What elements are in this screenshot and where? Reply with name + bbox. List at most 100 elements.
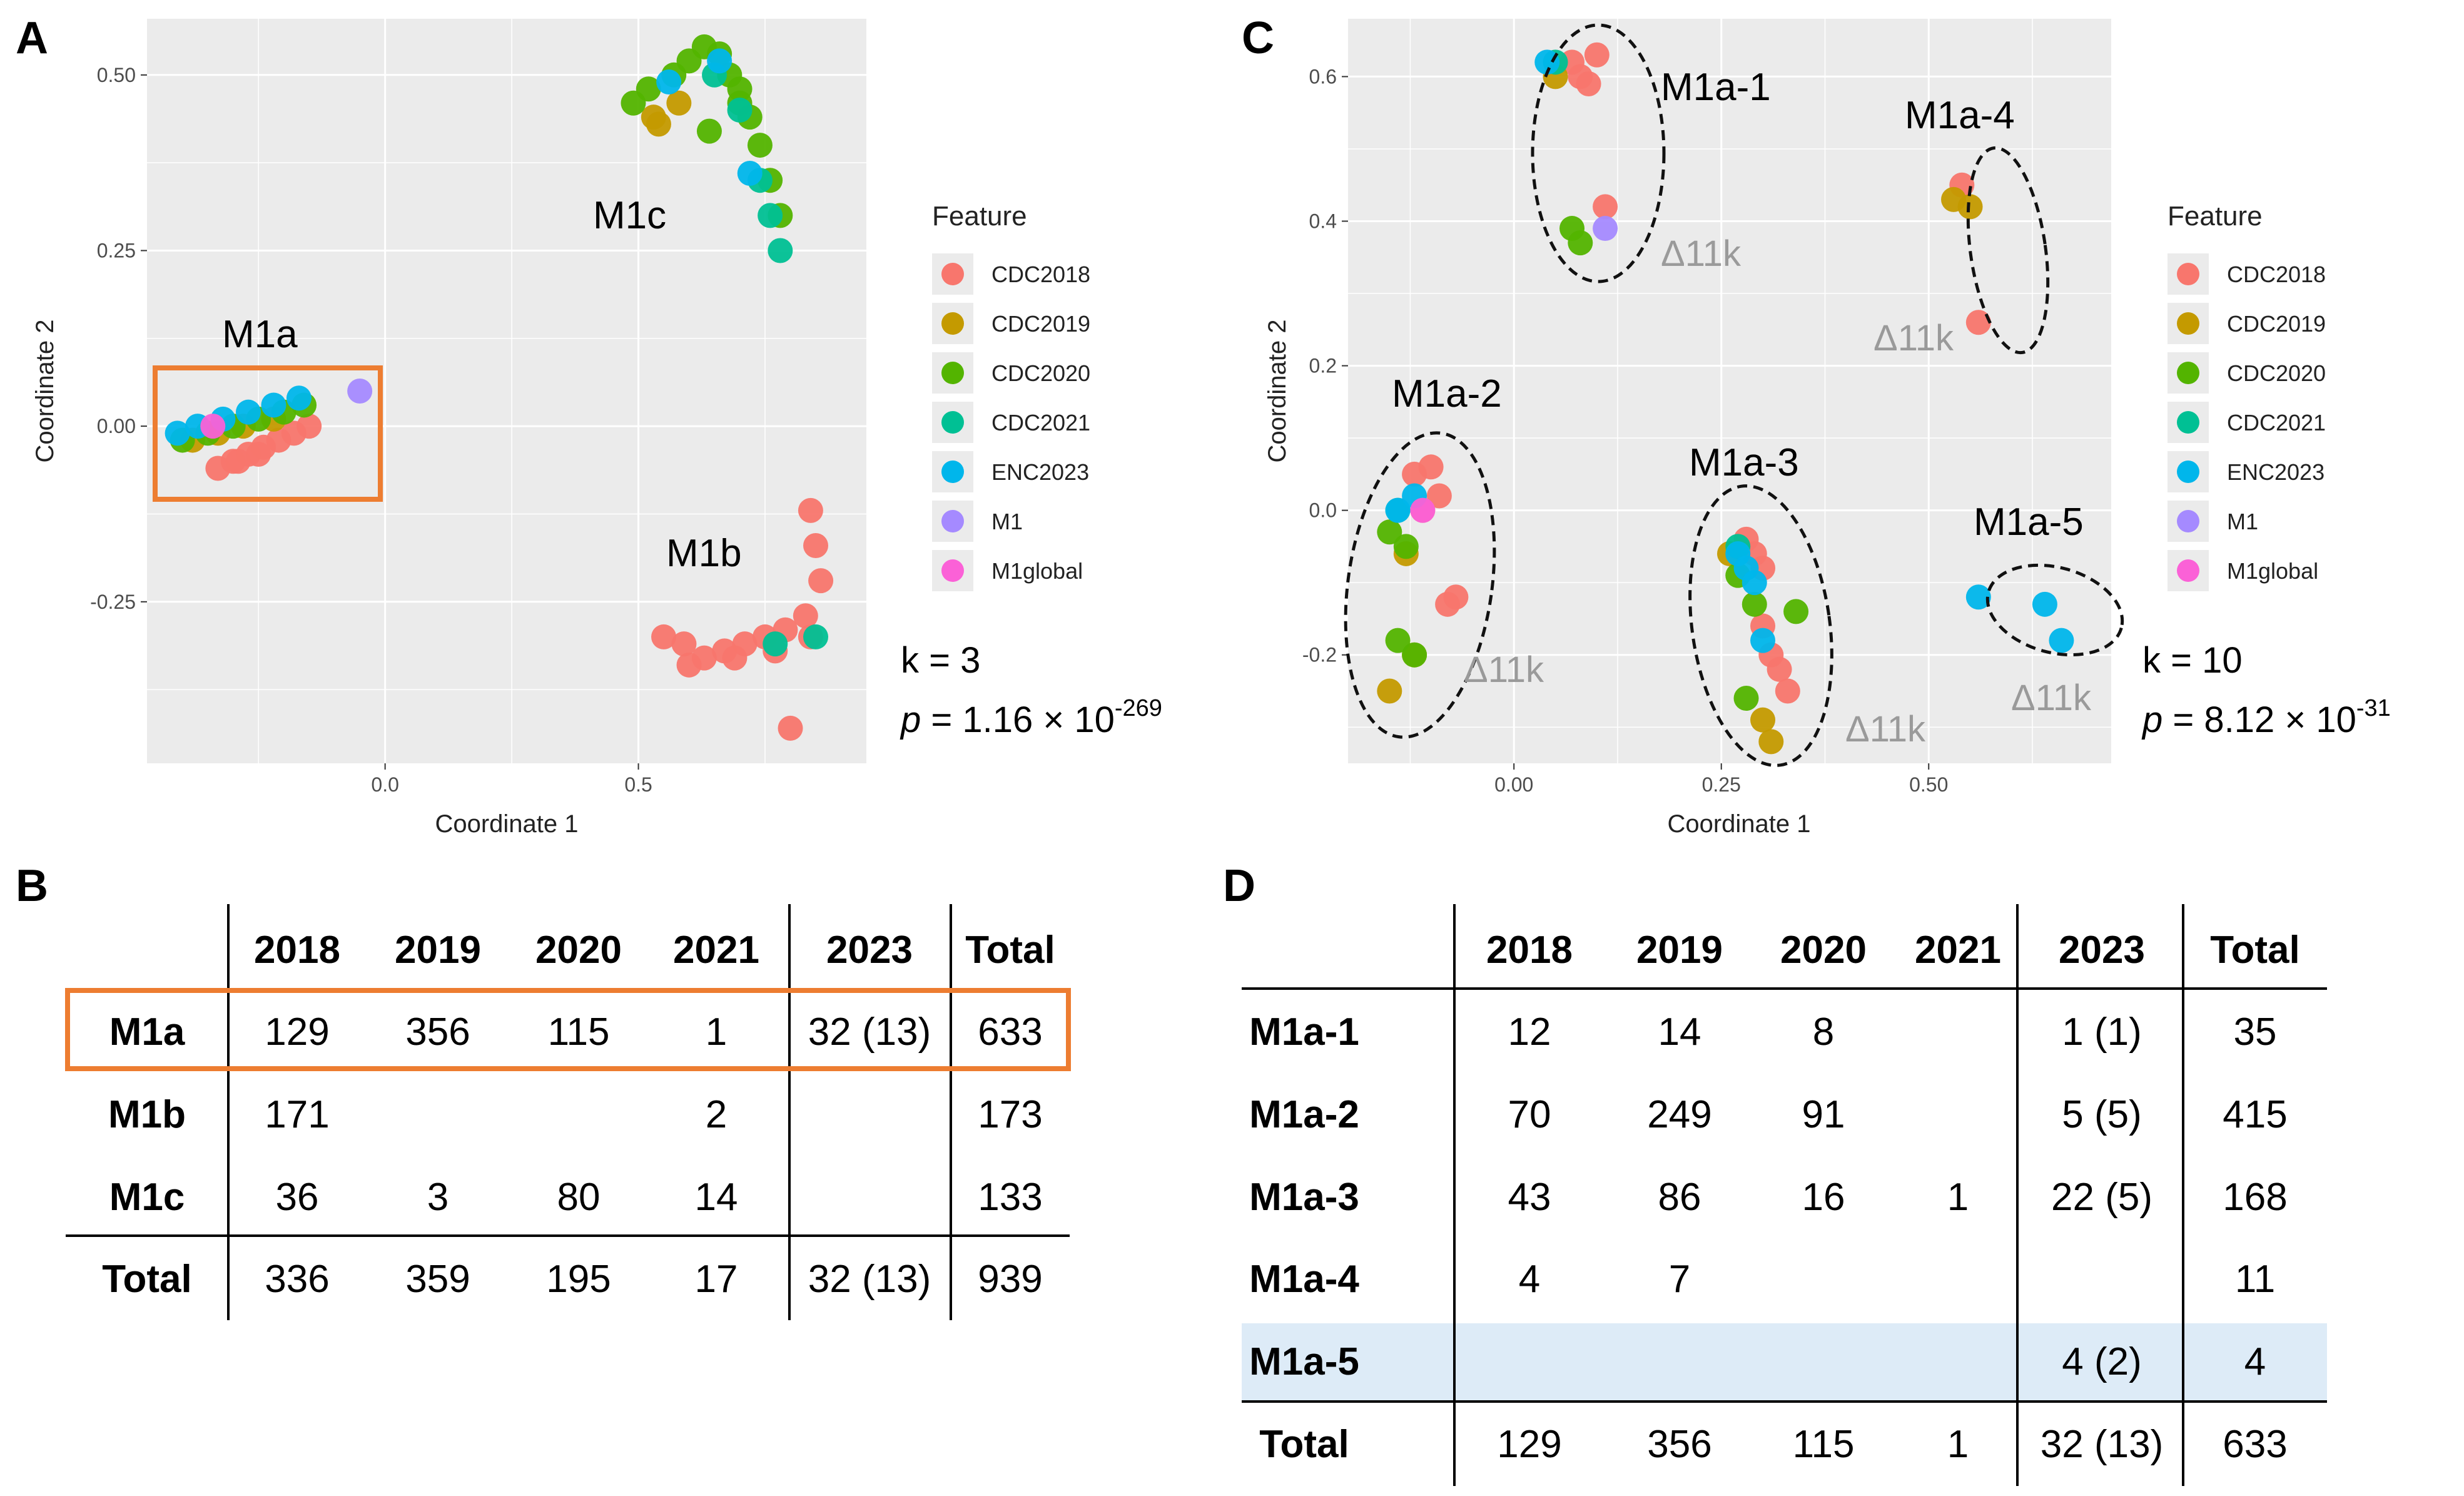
point-cdc2020 xyxy=(1377,519,1402,545)
table-header-cell: 2019 xyxy=(1636,929,1723,972)
legend-key-cdc2018 xyxy=(941,263,964,285)
x-tick-label: 0.50 xyxy=(1909,773,1948,796)
point-cdc2020 xyxy=(1385,628,1411,653)
table-cell: 3 xyxy=(427,1176,449,1219)
table-row-label: M1a-2 xyxy=(1249,1093,1359,1136)
point-enc2023 xyxy=(261,392,286,418)
table-cell: 168 xyxy=(2223,1176,2287,1219)
table-cell: 633 xyxy=(978,1010,1042,1054)
table-cell: 249 xyxy=(1647,1093,1711,1136)
delta-label-4: Δ11k xyxy=(1845,709,1926,750)
cluster-label-m1b: M1b xyxy=(666,532,742,575)
table-cell: 115 xyxy=(1793,1423,1855,1466)
table-cell: 171 xyxy=(265,1093,329,1136)
legend-label-m1: M1 xyxy=(991,509,1023,534)
table-cell: 129 xyxy=(1497,1423,1561,1466)
point-cdc2021 xyxy=(763,631,788,657)
legend-key-cdc2018 xyxy=(2177,263,2199,285)
legend-key-cdc2019 xyxy=(941,312,964,335)
cluster-label-m1a-3: M1a-3 xyxy=(1689,441,1799,484)
legend-label-cdc2020: CDC2020 xyxy=(991,360,1090,386)
panel-letter-c: C xyxy=(1242,13,1274,63)
table-cell: 32 (13) xyxy=(808,1010,931,1054)
table-row-label: M1b xyxy=(108,1093,186,1136)
point-cdc2018 xyxy=(778,715,803,741)
point-cdc2018 xyxy=(722,645,748,671)
table-cell: 43 xyxy=(1508,1176,1551,1219)
point-cdc2019 xyxy=(666,90,692,116)
plot-a-xlabel: Coordinate 1 xyxy=(435,810,578,838)
point-cdc2018 xyxy=(1767,656,1792,682)
point-cdc2018 xyxy=(1584,42,1610,68)
cluster-label-m1a: M1a xyxy=(222,313,298,356)
stat-k-c: k = 10 xyxy=(2142,640,2243,681)
legend-key-m1global xyxy=(2177,559,2199,582)
cluster-label-m1a-1: M1a-1 xyxy=(1661,66,1771,109)
table-header-cell: 2018 xyxy=(1486,929,1573,972)
delta-label-2: Δ11k xyxy=(1873,318,1954,359)
point-enc2023 xyxy=(737,160,763,186)
point-cdc2021 xyxy=(758,203,783,228)
point-cdc2019 xyxy=(1377,678,1402,704)
point-cdc2018 xyxy=(651,624,677,649)
table-header-cell: 2023 xyxy=(826,929,913,972)
table-cell: 16 xyxy=(1802,1176,1845,1219)
legend-label-m1global: M1global xyxy=(2227,558,2318,584)
point-cdc2020 xyxy=(1742,591,1767,617)
point-enc2023 xyxy=(235,399,261,425)
row-highlight xyxy=(1242,1323,2327,1402)
y-tick-label: 0.00 xyxy=(97,415,136,437)
legend-title: Feature xyxy=(932,201,1027,232)
table-cell: 32 (13) xyxy=(2041,1423,2163,1466)
table-cell: 1 xyxy=(1947,1176,1969,1219)
legend-label-cdc2021: CDC2021 xyxy=(991,410,1090,435)
x-tick-label: 0.25 xyxy=(1702,773,1741,796)
table-row-label: M1a-1 xyxy=(1249,1010,1359,1054)
point-cdc2018 xyxy=(803,532,829,558)
point-cdc2018 xyxy=(808,568,834,594)
delta-label-1: Δ11k xyxy=(1661,233,1742,274)
point-cdc2019 xyxy=(1957,194,1983,220)
point-cdc2021 xyxy=(803,624,829,649)
point-cdc2018 xyxy=(1576,71,1601,96)
table-cell: 133 xyxy=(978,1176,1042,1219)
point-cdc2018 xyxy=(225,449,251,474)
table-cell: 4 xyxy=(2244,1340,2266,1383)
table-cell: 2 xyxy=(706,1093,727,1136)
ellipse-m1a-1 xyxy=(1531,23,1666,283)
legend-label-enc2023: ENC2023 xyxy=(991,459,1089,485)
table-cell: 4 (2) xyxy=(2062,1340,2141,1383)
plot-a-grid xyxy=(147,19,866,763)
point-cdc2018 xyxy=(798,497,823,523)
legend-key-enc2023 xyxy=(941,461,964,483)
panel-letter-b: B xyxy=(16,861,48,911)
point-enc2023 xyxy=(656,69,682,95)
table-header-cell: 2021 xyxy=(1915,929,2001,972)
y-tick-label: -0.25 xyxy=(90,591,136,613)
table-cell: 17 xyxy=(695,1258,738,1301)
legend-label-enc2023: ENC2023 xyxy=(2227,459,2325,485)
x-tick-label: 0.5 xyxy=(624,773,652,796)
table-row-label: M1a-4 xyxy=(1249,1258,1359,1301)
table-header-cell: Total xyxy=(965,929,1055,972)
point-enc2023 xyxy=(1965,584,1991,610)
point-cdc2018 xyxy=(676,652,702,678)
table-header-cell: 2020 xyxy=(1780,929,1867,972)
x-tick-label: 0.0 xyxy=(371,773,398,796)
point-cdc2018 xyxy=(671,631,697,657)
point-cdc2018 xyxy=(205,455,231,481)
table-row-label: M1c xyxy=(109,1176,185,1219)
table-cell: 36 xyxy=(276,1176,319,1219)
cluster-label-m1a-5: M1a-5 xyxy=(1974,501,2084,544)
legend-key-cdc2020 xyxy=(2177,362,2199,384)
table-row-label: Total xyxy=(1259,1423,1349,1466)
x-tick-label: 0.00 xyxy=(1494,773,1533,796)
point-cdc2020 xyxy=(1393,534,1419,559)
table-cell: 359 xyxy=(405,1258,470,1301)
point-cdc2020 xyxy=(1733,686,1759,711)
y-tick-label: 0.4 xyxy=(1309,210,1337,232)
table-cell: 35 xyxy=(2234,1010,2277,1054)
table-cell: 11 xyxy=(2235,1258,2275,1301)
m1a-highlight-box xyxy=(153,365,383,502)
